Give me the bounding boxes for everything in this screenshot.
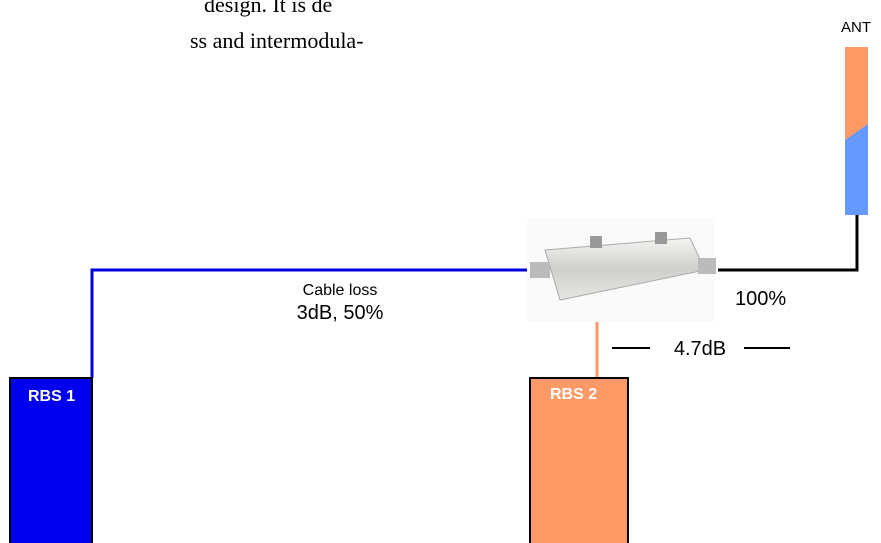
- output-label: 100%: [735, 288, 786, 310]
- diagram: design. It is de ss and intermodula- ANT…: [0, 0, 881, 543]
- rbs2-label: RBS 2: [550, 386, 597, 403]
- body-text: ss and intermodula-: [190, 28, 364, 53]
- combiner: [527, 218, 716, 322]
- cable-loss-value: 3dB, 50%: [297, 302, 384, 324]
- cable-loss-label: Cable loss: [303, 282, 378, 299]
- antenna-cable: [718, 215, 857, 270]
- antenna-label: ANT: [841, 19, 871, 36]
- body-text: design. It is de: [204, 0, 332, 17]
- antenna: [845, 47, 868, 215]
- rbs1-label: RBS 1: [28, 388, 75, 405]
- combiner-loss: 4.7dB: [674, 338, 726, 360]
